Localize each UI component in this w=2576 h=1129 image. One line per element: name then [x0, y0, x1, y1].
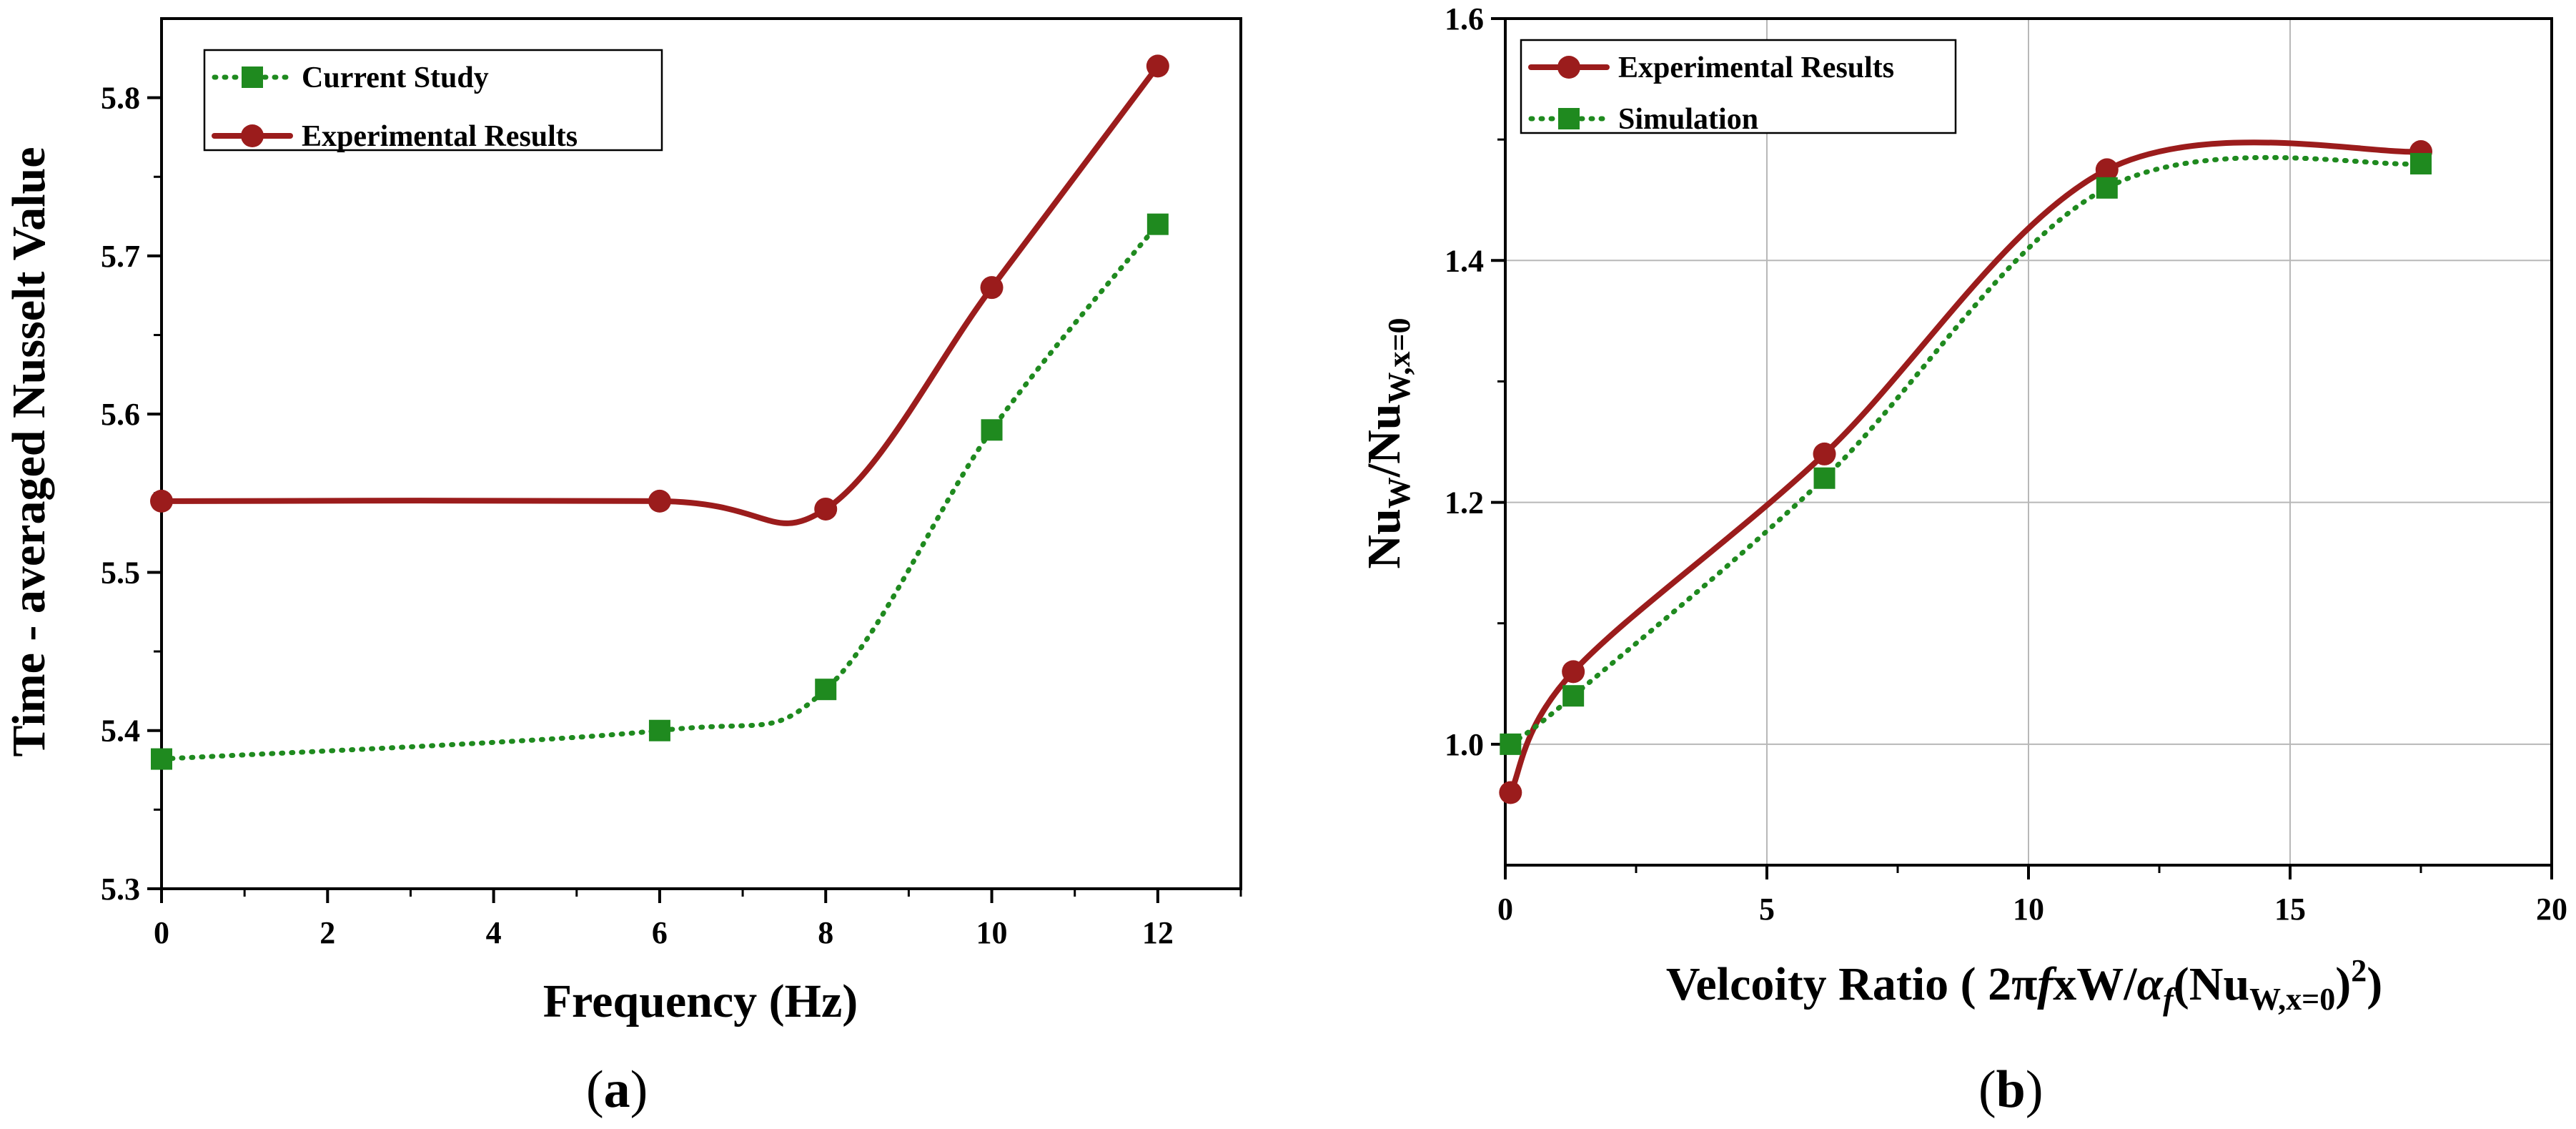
data-point-square — [1813, 467, 1836, 489]
y-axis-title-a: Time - averaged Nusselt Value — [3, 147, 55, 756]
series-line-experimental-results — [159, 63, 1161, 526]
data-point-square — [1146, 213, 1169, 235]
legend-label: Experimental Results — [302, 120, 578, 153]
y-tick-label: 1.0 — [1445, 727, 1484, 762]
data-point-square — [1500, 733, 1522, 755]
panel-label-a: (a) — [586, 1060, 648, 1119]
data-point-circle — [1499, 781, 1522, 804]
data-point-circle — [814, 497, 838, 521]
data-point-square — [981, 419, 1003, 441]
plot-frame — [160, 17, 1242, 890]
x-tick-label: 10 — [976, 915, 1008, 950]
axes-a — [160, 17, 1242, 890]
panel-label-b: (b) — [1978, 1060, 2043, 1119]
data-point-square — [648, 719, 670, 741]
x-tick-label: 5 — [1759, 892, 1775, 927]
y-tick-label: 5.6 — [101, 397, 140, 432]
grid-b — [1505, 19, 2552, 865]
data-point-square — [2096, 177, 2118, 199]
x-tick-label: 20 — [2536, 892, 2567, 927]
x-tick-label: 0 — [1497, 892, 1513, 927]
x-tick-label: 15 — [2274, 892, 2306, 927]
y-tick-label: 5.4 — [101, 714, 140, 749]
x-tick-label: 10 — [2013, 892, 2044, 927]
data-point-circle — [980, 276, 1004, 300]
y-tick-label: 5.3 — [101, 872, 140, 907]
x-tick-label: 12 — [1142, 915, 1174, 950]
series-a — [150, 54, 1169, 770]
data-point-circle — [1813, 442, 1836, 465]
series-line-simulation — [1507, 154, 2424, 747]
chart-panel-b: 0 5 10 15 20 1.0 1.2 1.4 1.6 Experimental Result… — [1358, 1, 2567, 1119]
x-axis-title-b: Velcoity Ratio ( 2πfxW/αf(NuW,x=0)2) — [1666, 953, 2382, 1017]
y-tick-label: 1.6 — [1445, 1, 1484, 36]
ticks-a: 0 2 4 6 8 10 12 5.3 5.4 5.5 5.6 5.7 5.8 — [101, 81, 1242, 950]
y-tick-label: 1.4 — [1445, 243, 1484, 278]
x-tick-label: 2 — [319, 915, 335, 950]
y-tick-label: 5.7 — [101, 239, 140, 274]
data-point-square — [151, 748, 172, 770]
x-tick-label: 8 — [818, 915, 833, 950]
data-point-square — [815, 679, 837, 701]
legend-b: Experimental Results Simulation — [1520, 39, 1957, 136]
legend-a: Current Study Experimental Results — [203, 49, 663, 153]
legend-marker-circle — [1557, 56, 1580, 79]
ticks-b: 0 5 10 15 20 1.0 1.2 1.4 1.6 — [1445, 1, 2567, 927]
data-point-circle — [150, 489, 173, 513]
data-point-circle — [1562, 660, 1585, 684]
chart-panel-a: 0 2 4 6 8 10 12 5.3 5.4 5.5 5.6 5.7 5.8 Current Stud… — [3, 17, 1242, 1119]
series-line-experimental-results — [1507, 139, 2424, 796]
x-tick-label: 4 — [486, 915, 502, 950]
legend-marker-square — [1558, 108, 1580, 129]
legend-label: Current Study — [302, 61, 489, 94]
data-point-circle — [648, 489, 671, 513]
x-axis-title-a: Frequency (Hz) — [543, 975, 858, 1027]
legend-label: Experimental Results — [1618, 51, 1894, 84]
y-tick-label: 1.2 — [1445, 485, 1484, 521]
y-tick-label: 5.5 — [101, 555, 140, 590]
series-b — [1499, 139, 2432, 804]
legend-label: Simulation — [1618, 103, 1758, 136]
data-point-circle — [2095, 158, 2119, 182]
legend-marker-circle — [241, 124, 264, 147]
x-tick-label: 6 — [652, 915, 668, 950]
legend-marker-square — [242, 66, 263, 88]
data-point-square — [1562, 685, 1585, 707]
y-axis-title-b: NuW/NuW,x=0 — [1358, 317, 1417, 568]
data-point-circle — [1146, 54, 1169, 78]
y-tick-label: 5.8 — [101, 81, 140, 116]
x-tick-label: 0 — [154, 915, 169, 950]
data-point-square — [2410, 152, 2432, 174]
